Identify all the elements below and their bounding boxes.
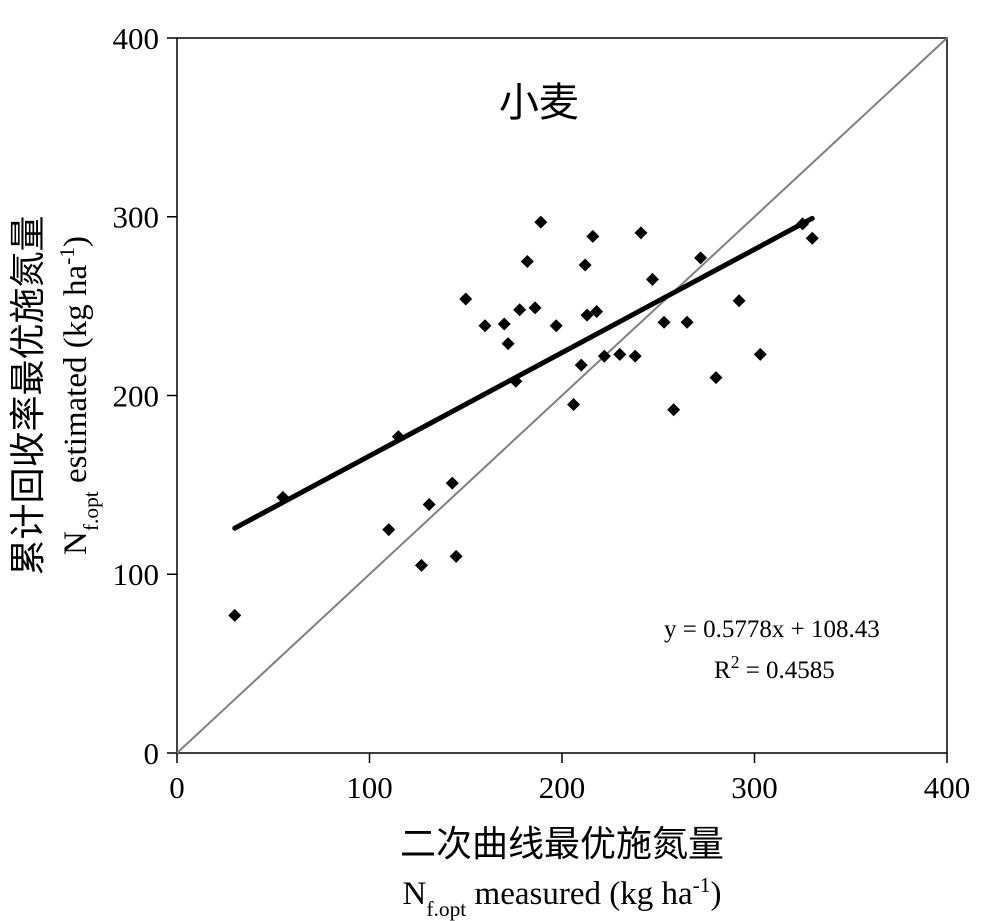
data-point	[667, 403, 680, 416]
x-axis-label-latin: Nf.opt measured (kg ha-1)	[403, 873, 722, 921]
chart-title: 小麦	[499, 80, 579, 125]
y-tick-label: 400	[113, 21, 160, 56]
data-point	[681, 316, 694, 329]
data-point	[579, 259, 592, 272]
y-tick-label: 300	[113, 200, 160, 235]
y-tick-label: 200	[113, 378, 160, 413]
x-tick-label: 200	[539, 770, 586, 805]
data-point	[634, 226, 647, 239]
data-point	[228, 609, 241, 622]
data-point	[613, 348, 626, 361]
x-tick-label: 100	[346, 770, 393, 805]
identity-line	[177, 38, 947, 753]
y-axis-label-latin: Nf.opt estimated (kg ha-1)	[55, 236, 103, 555]
data-point	[658, 316, 671, 329]
data-point	[806, 232, 819, 245]
data-point	[575, 359, 588, 372]
x-tick-label: 400	[924, 770, 971, 805]
data-point	[450, 550, 463, 563]
scatter-chart: 0 100 200 300 400 0 100 200 300 400 小麦 y = 0.5778x …	[0, 0, 1000, 921]
r-squared-text: R2 = 0.4585	[714, 652, 835, 684]
data-point	[446, 477, 459, 490]
regression-line	[235, 218, 813, 528]
data-point	[550, 319, 563, 332]
equation-text: y = 0.5778x + 108.43	[664, 616, 880, 643]
data-point	[479, 319, 492, 332]
x-tick-label: 300	[731, 770, 778, 805]
data-point	[382, 523, 395, 536]
data-point	[710, 371, 723, 384]
data-point	[502, 337, 515, 350]
data-point	[521, 255, 534, 268]
data-point	[754, 348, 767, 361]
y-axis-label-cjk: 累计回收率最优施氮量	[8, 215, 48, 575]
data-point	[513, 303, 526, 316]
data-point	[498, 318, 511, 331]
data-point	[586, 230, 599, 243]
y-tick-label: 100	[113, 557, 160, 592]
data-point	[733, 294, 746, 307]
data-point	[629, 350, 642, 363]
data-point	[459, 292, 472, 305]
data-point	[534, 216, 547, 229]
data-point	[646, 273, 659, 286]
data-point	[567, 398, 580, 411]
data-point	[423, 498, 436, 511]
data-point	[529, 301, 542, 314]
data-point	[415, 559, 428, 572]
x-axis-label-cjk: 二次曲线最优施氮量	[400, 824, 724, 864]
y-tick-label: 0	[144, 736, 160, 771]
x-tick-label: 0	[169, 770, 185, 805]
